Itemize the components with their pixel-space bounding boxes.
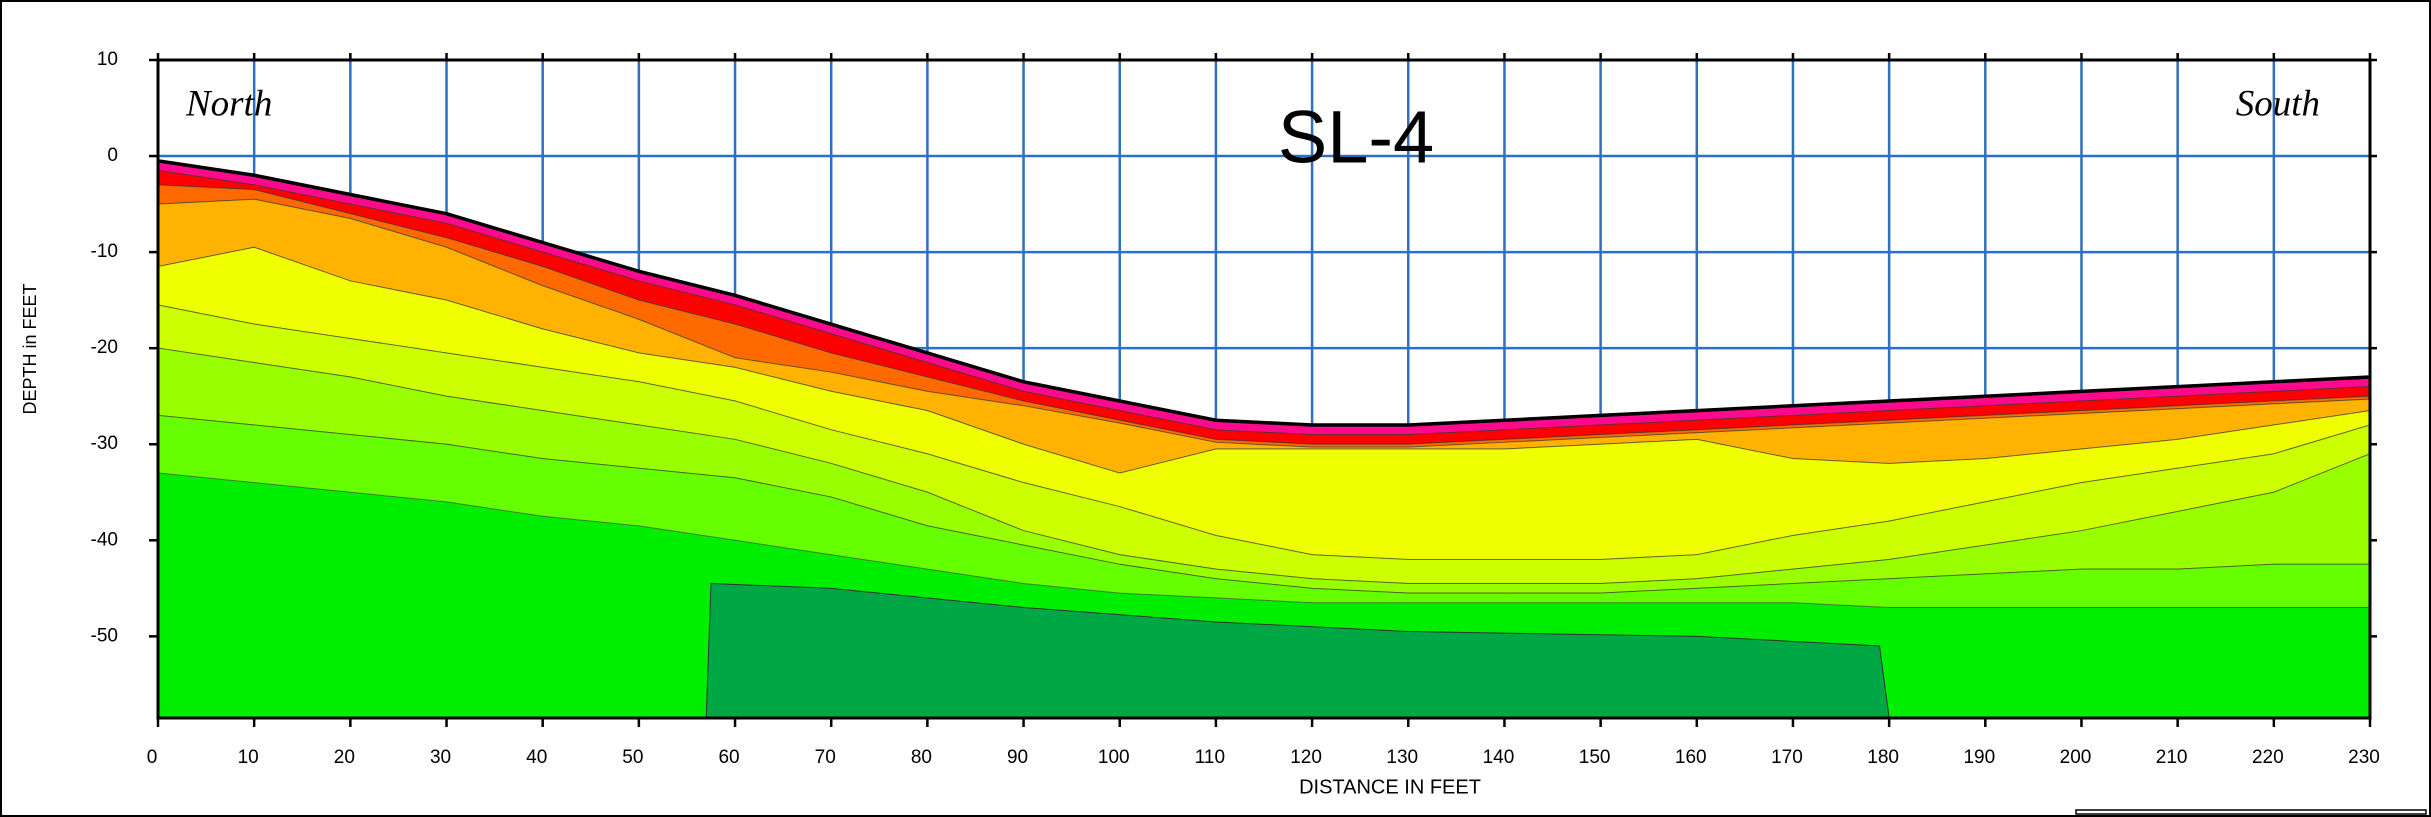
x-tick-label: 40 — [526, 747, 547, 768]
x-tick-label: 150 — [1579, 747, 1611, 768]
x-tick-label: 140 — [1483, 747, 1515, 768]
y-axis-label: DEPTH in FEET — [20, 283, 40, 414]
x-tick-label: 190 — [1963, 747, 1995, 768]
y-tick-label: -20 — [91, 337, 118, 358]
x-tick-label: 230 — [2348, 747, 2380, 768]
x-tick-label: 90 — [1007, 747, 1028, 768]
x-tick-label: 0 — [147, 747, 158, 768]
y-tick-label: 10 — [97, 49, 118, 70]
x-tick-label: 170 — [1771, 747, 1803, 768]
region — [705, 582, 1890, 719]
x-tick-label: 60 — [718, 747, 739, 768]
y-tick-label: -40 — [91, 529, 118, 550]
x-tick-label: 10 — [238, 747, 259, 768]
x-tick-label: 30 — [430, 747, 451, 768]
x-tick-label: 210 — [2156, 747, 2188, 768]
x-tick-label: 200 — [2060, 747, 2092, 768]
chart-title: SL-4 — [1278, 96, 1434, 179]
y-tick-label: -50 — [91, 625, 118, 646]
x-tick-label: 110 — [1195, 747, 1225, 768]
x-tick-label: 220 — [2252, 747, 2284, 768]
x-tick-label: 120 — [1290, 747, 1322, 768]
y-tick-label: -30 — [91, 433, 118, 454]
x-tick-label: 100 — [1098, 747, 1130, 768]
x-tick-label: 50 — [622, 747, 643, 768]
x-tick-label: 80 — [911, 747, 932, 768]
corner-box — [2075, 809, 2427, 815]
y-tick-label: 0 — [107, 145, 118, 166]
x-tick-label: 160 — [1675, 747, 1707, 768]
x-tick-label: 130 — [1386, 747, 1418, 768]
ground-surface — [157, 159, 2371, 427]
annotation: North — [185, 83, 272, 124]
plot-frame — [156, 58, 2372, 720]
y-tick-label: -10 — [91, 241, 118, 262]
annotation: South — [2236, 83, 2320, 124]
x-tick-label: 70 — [815, 747, 836, 768]
x-tick-label: 180 — [1867, 747, 1899, 768]
x-tick-label: 20 — [334, 747, 355, 768]
x-axis-label: DISTANCE IN FEET — [1299, 776, 1481, 798]
